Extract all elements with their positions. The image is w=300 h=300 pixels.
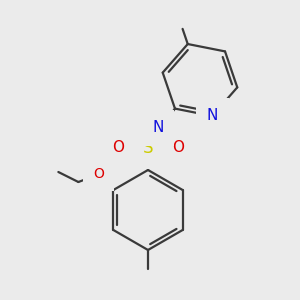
- Text: N: N: [207, 109, 218, 124]
- Text: N: N: [152, 121, 164, 136]
- Text: H: H: [141, 122, 151, 134]
- Text: O: O: [112, 140, 124, 155]
- Text: S: S: [143, 139, 153, 157]
- Text: O: O: [172, 140, 184, 155]
- Text: O: O: [93, 167, 104, 181]
